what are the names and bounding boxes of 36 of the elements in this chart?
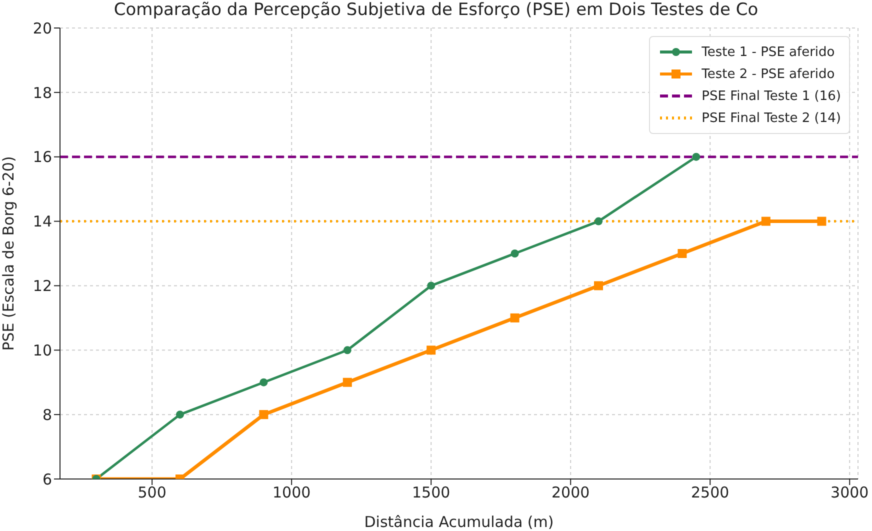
y-tick-label: 16 xyxy=(32,148,52,166)
point xyxy=(761,216,770,226)
x-tick-label: 500 xyxy=(138,484,166,502)
y-tick-label: 18 xyxy=(32,84,52,102)
legend-label: Teste 2 - PSE aferido xyxy=(702,66,835,82)
point xyxy=(260,378,268,386)
point xyxy=(426,346,436,355)
y-axis-title: PSE (Escala de Borg 6-20) xyxy=(0,156,18,351)
x-tick-label: 2000 xyxy=(552,484,590,502)
point xyxy=(594,217,603,226)
point xyxy=(342,378,352,387)
y-tick-label: 6 xyxy=(42,470,52,488)
point xyxy=(594,281,604,290)
legend-label: PSE Final Teste 2 (14) xyxy=(702,110,841,126)
x-tick-label: 3000 xyxy=(830,484,869,502)
x-tick-label: 1500 xyxy=(412,484,450,502)
point xyxy=(427,282,436,290)
legend-label: Teste 1 - PSE aferido xyxy=(702,44,835,60)
y-tick-label: 10 xyxy=(32,341,52,360)
chart-title: Comparação da Percepção Subjetiva de Esforço (PSE) em Dois Testes de Co xyxy=(112,0,760,20)
point xyxy=(692,152,700,161)
point xyxy=(259,410,268,420)
y-tick-label: 12 xyxy=(32,277,52,296)
point xyxy=(510,250,519,258)
point xyxy=(817,216,826,226)
legend-label: PSE Final Teste 1 (16) xyxy=(702,88,841,104)
x-axis-title: Distância Acumulada (m) xyxy=(364,513,554,531)
x-tick-label: 1000 xyxy=(272,484,311,502)
point xyxy=(678,249,687,258)
point xyxy=(343,346,352,354)
point xyxy=(510,313,520,322)
y-tick-label: 20 xyxy=(32,19,52,38)
point xyxy=(176,410,184,419)
y-tick-label: 14 xyxy=(32,212,52,231)
x-tick-label: 2500 xyxy=(691,484,730,502)
y-tick-label: 8 xyxy=(42,406,52,424)
